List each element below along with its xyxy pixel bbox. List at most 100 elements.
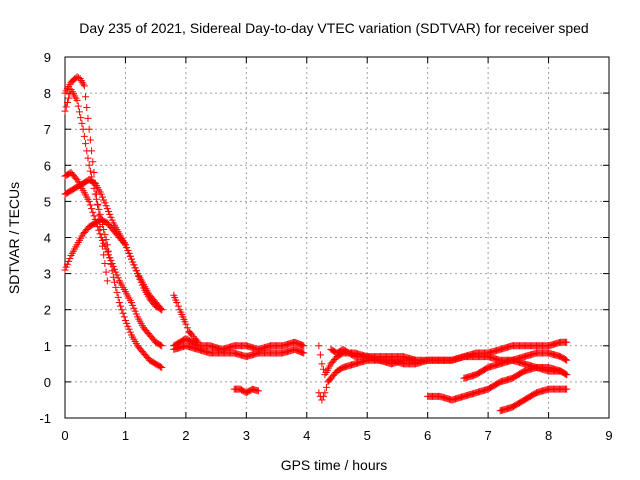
data-point [95, 205, 103, 213]
data-point [97, 190, 105, 198]
data-point [86, 136, 94, 144]
data-point [72, 174, 80, 182]
data-point [114, 274, 122, 282]
y-tick-label: 1 [44, 339, 51, 354]
data-point [315, 389, 323, 397]
data-point [118, 306, 126, 314]
data-point [96, 230, 104, 238]
data-point [86, 201, 94, 209]
data-point [300, 349, 308, 357]
data-point [78, 78, 86, 86]
data-point [129, 258, 137, 266]
series-trace-3 [61, 169, 166, 350]
data-point [85, 197, 93, 205]
data-point [65, 257, 73, 265]
x-tick-label: 5 [364, 428, 371, 443]
data-point [127, 255, 135, 263]
data-point [182, 320, 190, 328]
series-trace-14 [460, 356, 571, 382]
data-point [316, 351, 324, 359]
data-point [158, 342, 166, 350]
data-point [85, 161, 93, 169]
data-point [103, 277, 111, 285]
data-point [95, 226, 103, 234]
data-point [77, 114, 85, 122]
data-point [127, 298, 135, 306]
data-point [131, 264, 139, 272]
data-point [115, 298, 123, 306]
series-trace-2 [61, 85, 166, 371]
chart-title: Day 235 of 2021, Sidereal Day-to-day VTE… [79, 20, 588, 36]
data-point [117, 302, 125, 310]
data-point [173, 298, 181, 306]
x-tick-label: 2 [182, 428, 189, 443]
data-point [62, 263, 70, 271]
data-point [158, 306, 166, 314]
data-point [132, 267, 140, 275]
x-tick-label: 4 [303, 428, 310, 443]
data-point [132, 310, 140, 318]
data-point [129, 301, 137, 309]
data-point [120, 313, 128, 321]
data-point [74, 102, 82, 110]
series-trace-9 [230, 385, 262, 397]
data-point [97, 234, 105, 241]
data-point [101, 259, 109, 267]
data-point [63, 98, 71, 106]
data-point [563, 338, 571, 346]
data-point [92, 195, 100, 203]
data-point [111, 265, 119, 273]
axis-ticks: 0 1 2 3 4 5 6 7 8 9 -1 0 1 2 3 4 5 6 7 8 9 [39, 50, 612, 443]
data-point [73, 96, 81, 104]
data-point [106, 210, 114, 218]
data-point [188, 331, 196, 339]
data-point [109, 262, 117, 270]
x-tick-label: 7 [484, 428, 491, 443]
data-point [318, 396, 326, 404]
y-axis-title: SDTVAR / TECUs [6, 182, 22, 294]
data-point [102, 245, 110, 253]
y-tick-label: 2 [44, 303, 51, 318]
data-point [318, 360, 326, 368]
data-point [103, 205, 111, 213]
y-tick-label: 5 [44, 194, 51, 209]
series-trace-5 [61, 215, 166, 314]
data-point [130, 261, 138, 269]
data-point [89, 158, 97, 166]
x-tick-label: 8 [545, 428, 552, 443]
data-point [157, 363, 165, 371]
data-point [123, 244, 131, 252]
data-point [101, 231, 109, 239]
data-point [108, 216, 116, 224]
data-point [106, 254, 114, 262]
data-point [107, 257, 115, 265]
data-point [563, 385, 571, 393]
data-point [157, 304, 165, 312]
data-point [119, 309, 127, 317]
data-point [90, 169, 98, 177]
data-point [121, 241, 129, 249]
data-point [88, 205, 96, 213]
data-point [112, 283, 120, 291]
x-tick-label: 6 [424, 428, 431, 443]
data-point [126, 252, 134, 260]
y-tick-label: 8 [44, 86, 51, 101]
data-point [561, 356, 569, 364]
data-point [183, 324, 191, 332]
data-point [158, 363, 166, 371]
data-point [120, 239, 128, 247]
data-point [89, 208, 97, 216]
data-point [322, 383, 330, 391]
data-point [130, 304, 138, 312]
data-point [300, 342, 308, 350]
data-point [123, 319, 131, 327]
data-point [113, 271, 121, 279]
data-point [125, 249, 133, 257]
data-point [61, 107, 69, 115]
data-point [114, 293, 122, 301]
data-point [111, 278, 119, 286]
data-point [86, 167, 94, 175]
data-point [131, 307, 139, 315]
x-tick-label: 1 [122, 428, 129, 443]
